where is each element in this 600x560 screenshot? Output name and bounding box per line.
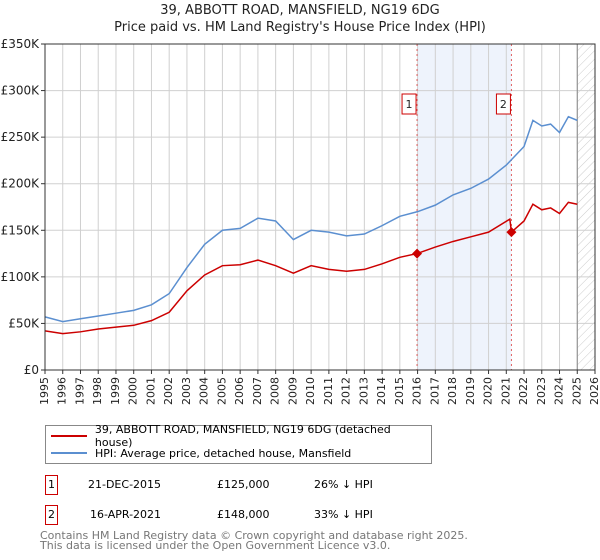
x-tick-label: 2010 — [304, 377, 317, 405]
x-tick-label: 2008 — [269, 377, 282, 405]
x-tick-label: 2023 — [535, 377, 548, 405]
sale-label-box — [495, 93, 511, 115]
x-tick-label: 2004 — [198, 377, 211, 405]
x-tick-label: 2017 — [428, 377, 441, 405]
x-tick-label: 2018 — [446, 377, 459, 405]
sale-marker-badge: 2 — [45, 505, 58, 525]
forecast-hatch — [577, 44, 595, 370]
y-tick-label: £200K — [1, 177, 41, 191]
x-tick-label: 2019 — [464, 377, 477, 405]
x-tick-label: 2022 — [517, 377, 530, 405]
y-tick-label: £100K — [1, 270, 41, 284]
x-tick-label: 2020 — [482, 377, 495, 405]
sale-hpi-diff: 33% ↓ HPI — [314, 508, 373, 521]
x-tick-label: 2003 — [180, 377, 193, 405]
legend-label-hpi: HPI: Average price, detached house, Mans… — [95, 446, 352, 460]
y-tick-label: £150K — [1, 223, 41, 237]
hpi-line — [44, 115, 578, 323]
x-tick-label: 2021 — [499, 377, 512, 405]
y-tick-label: £50K — [8, 316, 40, 330]
x-tick-label: 1995 — [38, 377, 51, 405]
sale-date: 21-DEC-2015 — [88, 478, 162, 491]
y-tick-label: £350K — [1, 37, 41, 51]
plot-frame — [44, 43, 596, 371]
sale-marker-badge: 1 — [45, 475, 58, 495]
y-tick-label: £0 — [24, 363, 39, 377]
plot-area: 1995 1996 1997 1998 1999 2000 2001 2002 2003 2004… — [1, 37, 600, 405]
y-tick-label: £250K — [1, 130, 41, 144]
property-price-line — [44, 201, 578, 335]
footer-line-1: Contains HM Land Registry data © Crown c… — [40, 529, 468, 542]
y-tick-label: £300K — [1, 84, 41, 98]
x-tick-label: 2026 — [588, 377, 600, 405]
x-tick-label: 2006 — [233, 377, 246, 405]
x-tick-label: 2014 — [375, 377, 388, 405]
x-tick-label: 2005 — [215, 377, 228, 405]
sale-point-marker — [412, 248, 423, 259]
sale-hpi-diff: 26% ↓ HPI — [314, 478, 373, 491]
x-tick-label: 2001 — [144, 377, 157, 405]
sale-label: 2 — [500, 98, 507, 111]
sale-row-2: 2 16-APR-2021 £148,000 33% ↓ HPI — [45, 505, 445, 525]
legend: 39, ABBOTT ROAD, MANSFIELD, NG19 6DG (de… — [45, 423, 432, 464]
sale-price: £125,000 — [217, 478, 270, 491]
legend-swatch-hpi — [51, 452, 87, 454]
x-tick-label: 2012 — [340, 377, 353, 405]
x-tick-label: 2009 — [286, 377, 299, 405]
sale-point-marker — [506, 227, 517, 238]
footer-line-2: This data is licensed under the Open Gov… — [40, 539, 391, 552]
x-tick-label: 2015 — [393, 377, 406, 405]
x-tick-label: 2011 — [322, 377, 335, 405]
legend-swatch-property — [51, 435, 87, 437]
x-tick-label: 2024 — [553, 377, 566, 405]
x-tick-label: 1999 — [109, 377, 122, 405]
chart-title: 39, ABBOTT ROAD, MANSFIELD, NG19 6DG — [160, 3, 440, 18]
sale-price: £148,000 — [217, 508, 270, 521]
x-tick-label: 2002 — [162, 377, 175, 405]
sale-period-shading — [417, 44, 512, 370]
sale-date: 16-APR-2021 — [90, 508, 162, 521]
sale-row-1: 1 21-DEC-2015 £125,000 26% ↓ HPI — [45, 475, 445, 495]
sale-label: 1 — [406, 98, 413, 111]
x-tick-label: 2000 — [127, 377, 140, 405]
chart-subtitle: Price paid vs. HM Land Registry's House … — [114, 20, 486, 35]
sale-label-box — [401, 93, 417, 115]
x-tick-label: 1998 — [91, 377, 104, 405]
footer: Contains HM Land Registry data © Crown c… — [40, 529, 468, 552]
x-tick-label: 2025 — [570, 377, 583, 405]
x-tick-label: 1996 — [56, 377, 69, 405]
x-tick-label: 2013 — [357, 377, 370, 405]
x-tick-label: 1997 — [73, 377, 86, 405]
legend-label-property: 39, ABBOTT ROAD, MANSFIELD, NG19 6DG (de… — [94, 423, 391, 449]
x-tick-label: 2016 — [411, 377, 424, 405]
x-tick-label: 2007 — [251, 377, 264, 405]
